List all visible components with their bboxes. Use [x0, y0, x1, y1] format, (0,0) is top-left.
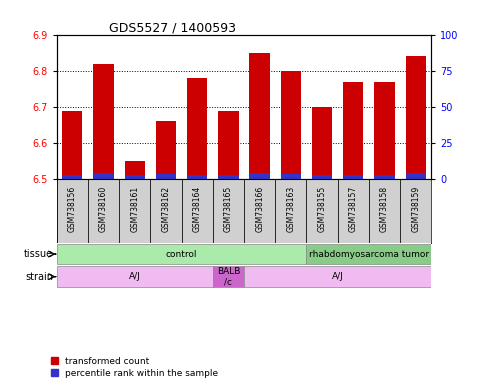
- Legend: transformed count, percentile rank within the sample: transformed count, percentile rank withi…: [49, 355, 220, 379]
- Text: GSM738165: GSM738165: [224, 186, 233, 232]
- FancyBboxPatch shape: [88, 179, 119, 243]
- Bar: [281, 174, 301, 179]
- FancyBboxPatch shape: [57, 179, 88, 243]
- FancyBboxPatch shape: [338, 179, 369, 243]
- Bar: [374, 175, 395, 179]
- FancyBboxPatch shape: [244, 179, 275, 243]
- FancyBboxPatch shape: [307, 179, 338, 243]
- Text: A/J: A/J: [332, 272, 344, 281]
- Bar: [374, 82, 395, 179]
- Bar: [249, 53, 270, 179]
- FancyBboxPatch shape: [275, 179, 307, 243]
- Bar: [93, 173, 114, 179]
- Bar: [125, 161, 145, 179]
- Bar: [62, 175, 82, 179]
- Bar: [281, 71, 301, 179]
- FancyBboxPatch shape: [181, 179, 213, 243]
- Bar: [343, 82, 363, 179]
- Bar: [218, 175, 239, 179]
- Text: GSM738162: GSM738162: [162, 186, 171, 232]
- Text: tissue: tissue: [24, 249, 53, 259]
- Text: GSM738159: GSM738159: [411, 186, 420, 232]
- Bar: [187, 78, 208, 179]
- FancyBboxPatch shape: [213, 179, 244, 243]
- Text: GSM738163: GSM738163: [286, 186, 295, 232]
- Text: A/J: A/J: [129, 272, 141, 281]
- Text: GSM738157: GSM738157: [349, 186, 358, 232]
- Text: GSM738155: GSM738155: [317, 186, 326, 232]
- Bar: [156, 121, 176, 179]
- FancyBboxPatch shape: [57, 266, 213, 287]
- Bar: [156, 174, 176, 179]
- FancyBboxPatch shape: [213, 266, 244, 287]
- Bar: [62, 111, 82, 179]
- Bar: [93, 63, 114, 179]
- Text: GSM738166: GSM738166: [255, 186, 264, 232]
- Bar: [343, 175, 363, 179]
- Bar: [125, 175, 145, 179]
- Bar: [218, 111, 239, 179]
- FancyBboxPatch shape: [400, 179, 431, 243]
- Bar: [406, 56, 426, 179]
- Bar: [312, 107, 332, 179]
- FancyBboxPatch shape: [307, 244, 431, 265]
- Bar: [406, 173, 426, 179]
- Text: GSM738158: GSM738158: [380, 186, 389, 232]
- Text: BALB
/c: BALB /c: [217, 267, 240, 286]
- Bar: [187, 175, 208, 179]
- FancyBboxPatch shape: [57, 244, 307, 265]
- Bar: [249, 172, 270, 179]
- Bar: [312, 175, 332, 179]
- Text: GDS5527 / 1400593: GDS5527 / 1400593: [109, 21, 236, 34]
- Text: GSM738156: GSM738156: [68, 186, 77, 232]
- Text: control: control: [166, 250, 197, 258]
- Text: GSM738164: GSM738164: [193, 186, 202, 232]
- Text: GSM738160: GSM738160: [99, 186, 108, 232]
- FancyBboxPatch shape: [150, 179, 181, 243]
- Text: GSM738161: GSM738161: [130, 186, 139, 232]
- Text: rhabdomyosarcoma tumor: rhabdomyosarcoma tumor: [309, 250, 429, 258]
- FancyBboxPatch shape: [244, 266, 431, 287]
- Text: strain: strain: [25, 272, 53, 282]
- FancyBboxPatch shape: [369, 179, 400, 243]
- FancyBboxPatch shape: [119, 179, 150, 243]
